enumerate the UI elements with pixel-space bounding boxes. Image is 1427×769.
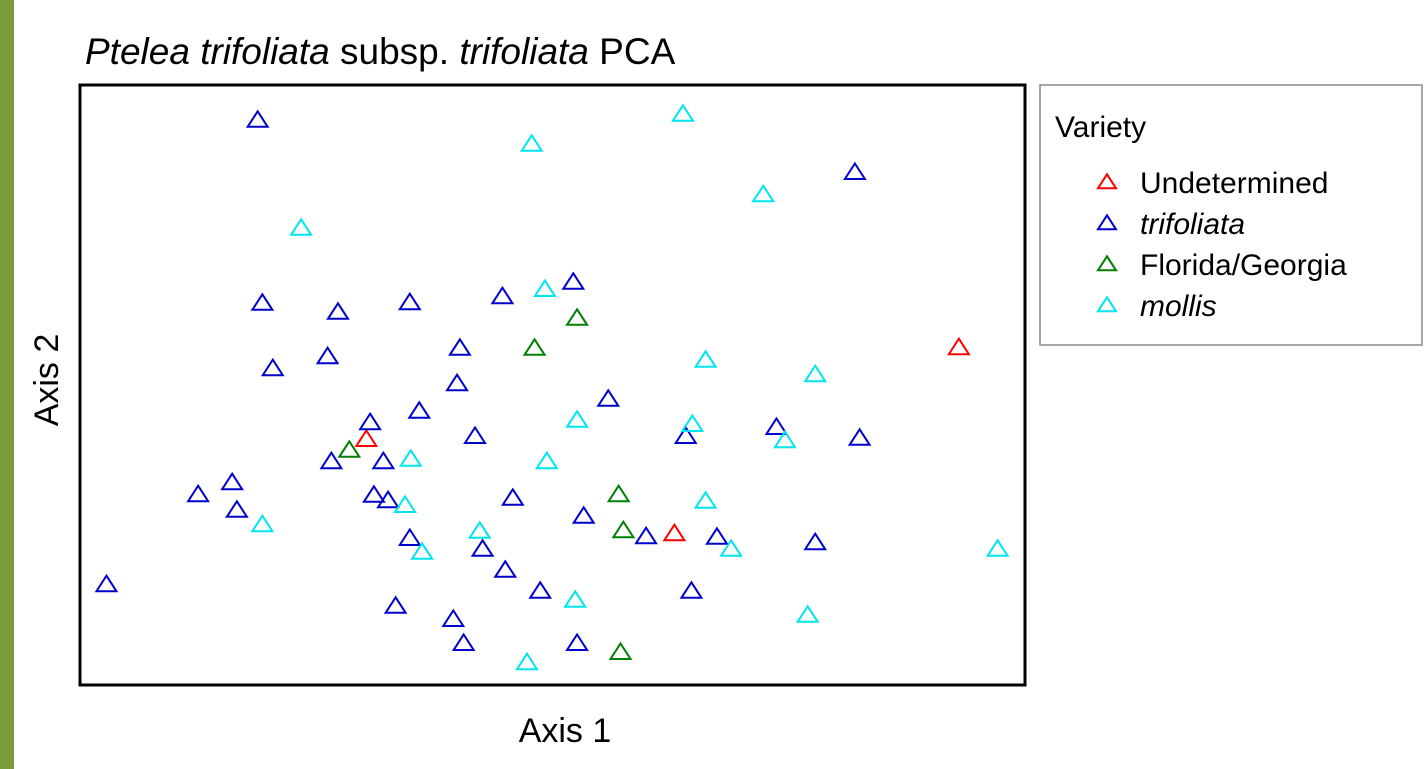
point [326, 301, 350, 320]
point [470, 538, 495, 557]
point [751, 183, 776, 203]
point [451, 632, 476, 651]
legend-marker [1096, 213, 1118, 231]
point [441, 608, 466, 627]
point [371, 450, 396, 470]
point [358, 411, 382, 431]
point [671, 103, 695, 122]
title-part: Ptelea trifoliata [85, 31, 330, 72]
point [490, 285, 515, 305]
point [534, 450, 559, 470]
point [705, 526, 729, 545]
point [463, 425, 487, 444]
point [448, 337, 472, 356]
plot-frame [78, 83, 1027, 687]
point [528, 580, 553, 599]
point [680, 413, 705, 432]
point [565, 409, 589, 428]
legend-title: Variety [1055, 111, 1146, 144]
point [376, 489, 400, 509]
point [397, 291, 422, 311]
point [250, 513, 275, 533]
point [354, 428, 379, 447]
point [519, 133, 544, 152]
point [220, 471, 244, 491]
point [362, 484, 386, 503]
point [596, 388, 621, 407]
point [407, 400, 432, 419]
title-part: trifoliata [459, 31, 589, 72]
point [803, 531, 828, 551]
legend: Undetermined trifoliata Florida/Georgia mol… [1096, 167, 1347, 323]
point [947, 336, 971, 356]
legend-marker [1096, 254, 1118, 272]
point [393, 494, 417, 513]
point [533, 278, 557, 297]
point [606, 483, 631, 503]
point [719, 538, 743, 557]
point [611, 519, 636, 539]
title-part: PCA [589, 31, 676, 72]
point [673, 425, 698, 444]
legend-label: Undetermined [1140, 167, 1328, 200]
point [289, 217, 313, 236]
point [565, 307, 589, 326]
point [764, 416, 789, 435]
chart-title: Ptelea trifoliata subsp. trifoliata PCA [85, 31, 676, 72]
point [847, 427, 872, 446]
point [397, 527, 422, 546]
point [260, 357, 285, 377]
point [634, 525, 658, 545]
point [522, 337, 547, 356]
point [186, 483, 210, 503]
x-axis-label: Axis 1 [519, 712, 612, 750]
point [561, 271, 586, 290]
point [493, 559, 518, 578]
legend-label: Florida/Georgia [1140, 249, 1347, 282]
edge-texture [0, 0, 14, 769]
point [662, 522, 687, 542]
point [608, 641, 633, 660]
y-axis-label: Axis 2 [28, 334, 66, 427]
point [985, 538, 1010, 557]
point [773, 429, 797, 449]
point [398, 448, 423, 467]
point [337, 439, 362, 458]
point [571, 505, 596, 524]
point [693, 490, 718, 509]
title-part: subsp. [330, 31, 460, 72]
legend-label: mollis [1140, 290, 1217, 323]
point [693, 349, 718, 368]
point [445, 372, 469, 392]
legend-label: trifoliata [1140, 208, 1245, 241]
point [94, 573, 119, 593]
legend-marker [1096, 172, 1118, 190]
point [383, 595, 408, 614]
point [563, 589, 588, 608]
point [843, 161, 867, 180]
points [94, 103, 1010, 671]
point [315, 345, 340, 365]
point [250, 292, 275, 311]
point [245, 109, 270, 128]
point [679, 580, 704, 599]
point [319, 450, 344, 470]
point [410, 541, 434, 560]
legend-marker [1096, 295, 1118, 313]
point [795, 604, 820, 623]
point [225, 499, 249, 518]
point [500, 487, 525, 506]
point [515, 651, 539, 671]
point [467, 520, 492, 539]
point [803, 363, 828, 383]
point [565, 632, 589, 651]
